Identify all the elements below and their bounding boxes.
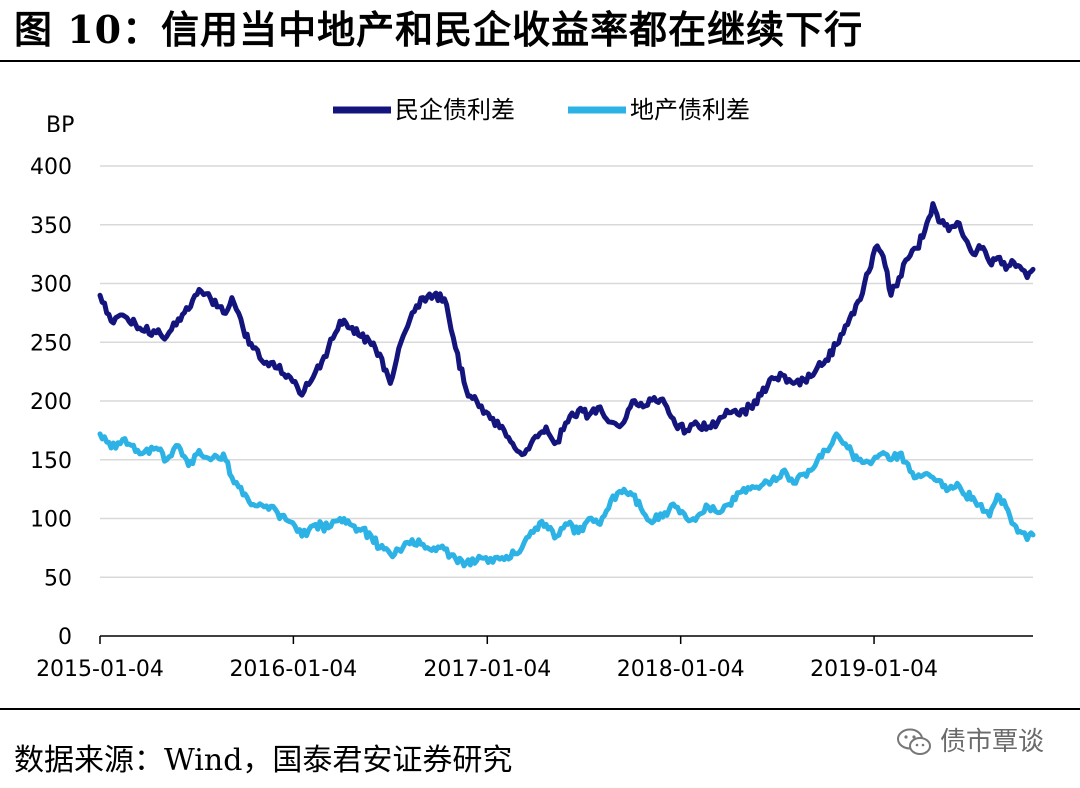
gridlines (100, 165, 1033, 578)
y-tick-label: 250 (30, 331, 72, 356)
line-chart: 民企债利差 地产债利差 BP 0 50 100 150 200 250 300 350 400 2… (30, 96, 1036, 682)
top-rule (0, 60, 1080, 62)
x-axis: 2015-01-04 2016-01-04 2017-01-04 2018-01-04… (36, 635, 1033, 682)
y-axis-ticks: 0 50 100 150 200 250 300 350 400 (30, 155, 72, 650)
y-tick-label: 400 (30, 155, 72, 180)
wechat-icon (897, 728, 931, 755)
watermark: 债市覃谈 (896, 722, 1044, 762)
x-tick-label: 2015-01-04 (36, 657, 164, 682)
figure-title: 图 10：信用当中地产和民企收益率都在继续下行 (14, 7, 864, 52)
series-group (97, 201, 1036, 569)
legend-label-1: 民企债利差 (395, 96, 515, 124)
y-tick-label: 150 (30, 449, 72, 474)
x-tick-label: 2019-01-04 (810, 657, 938, 682)
source-note: 数据来源：Wind，国泰君安证券研究 (14, 743, 513, 778)
series-line-1 (97, 201, 1036, 458)
y-tick-label: 50 (44, 566, 72, 591)
x-tick-label: 2018-01-04 (617, 657, 745, 682)
y-tick-label: 100 (30, 508, 72, 533)
y-tick-label: 200 (30, 390, 72, 415)
y-tick-label: 300 (30, 273, 72, 298)
legend: 民企债利差 地产债利差 (333, 96, 750, 124)
legend-label-2: 地产债利差 (630, 96, 750, 124)
series-line-2 (97, 431, 1036, 569)
y-tick-label: 350 (30, 214, 72, 239)
watermark-text: 债市覃谈 (940, 727, 1045, 757)
y-tick-label: 0 (58, 625, 72, 650)
x-tick-label: 2017-01-04 (423, 657, 551, 682)
x-tick-label: 2016-01-04 (229, 657, 357, 682)
bottom-rule (0, 708, 1080, 710)
y-axis-unit-label: BP (46, 113, 74, 138)
